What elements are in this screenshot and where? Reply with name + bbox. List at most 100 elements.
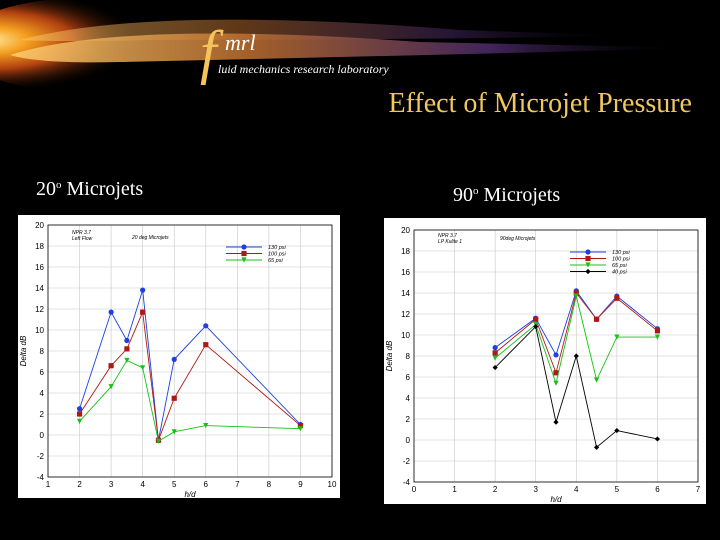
y-tick-label: 2 [40, 410, 45, 419]
data-point [203, 323, 209, 329]
data-point [124, 337, 130, 344]
legend-label: 130 psi [268, 245, 287, 251]
y-tick-label: 2 [406, 415, 411, 424]
y-tick-label: -2 [37, 452, 45, 461]
legend-marker [241, 244, 247, 250]
legend-marker [585, 262, 591, 268]
x-tick-label: 6 [655, 485, 660, 494]
data-point [533, 316, 539, 322]
data-point [573, 293, 579, 299]
data-point [76, 411, 83, 417]
legend-label: 100 psi [612, 257, 631, 263]
x-tick-label: 5 [172, 480, 177, 489]
y-tick-label: -4 [403, 478, 411, 487]
data-point [171, 356, 177, 362]
plot-frame [47, 224, 333, 478]
x-tick-label: 10 [328, 480, 337, 489]
y-tick-label: 12 [35, 305, 44, 314]
x-axis-label: h/d [184, 490, 196, 498]
y-tick-label: 20 [35, 221, 44, 230]
data-point [155, 438, 162, 444]
data-point [108, 384, 114, 390]
data-point [573, 353, 579, 359]
x-tick-label: 0 [412, 485, 417, 494]
data-point [553, 380, 559, 386]
y-tick-label: -4 [37, 473, 45, 482]
panel-title-90deg: 90o Microjets [453, 184, 561, 206]
data-point [553, 370, 559, 376]
chart-annotation: 20 deg Microjets [131, 235, 169, 241]
logo-subtitle: luid mechanics research laboratory [218, 62, 389, 76]
chart-annotation: Left Flow [72, 236, 93, 242]
x-tick-label: 8 [267, 480, 272, 489]
data-point [108, 363, 114, 369]
data-point [553, 352, 559, 358]
chart-20deg-microjets: -4 -2 0 2 4 6 8 10 12 14 16 18 20 1 2 3 4 5 6 7 8 9 10 h/d Delta… [18, 215, 340, 499]
x-tick-label: 4 [140, 480, 145, 489]
panel-title-20deg: 20o Microjets [36, 178, 144, 200]
y-tick-label: 16 [401, 268, 410, 277]
x-tick-label: 7 [235, 480, 240, 489]
y-tick-label: 6 [40, 368, 45, 377]
y-tick-label: 10 [35, 326, 44, 335]
legend-label: 100 psi [268, 252, 287, 258]
data-point [203, 342, 209, 348]
x-axis-label: h/d [550, 495, 562, 504]
data-point [593, 316, 600, 322]
y-tick-label: 6 [406, 373, 411, 382]
y-tick-label: 0 [406, 436, 411, 445]
y-tick-label: 8 [406, 352, 411, 361]
data-point [573, 290, 579, 296]
data-point [124, 357, 130, 364]
legend-marker [585, 268, 591, 275]
x-tick-label: 5 [615, 485, 620, 494]
logo-mrl-text: mrl [225, 30, 256, 55]
chart-annotation: 90deg Microjets [500, 236, 536, 242]
legend-label: 65 psi [612, 263, 627, 269]
plot-frame [413, 229, 699, 483]
y-axis-label: Delta dB [385, 340, 394, 371]
x-tick-label: 2 [493, 485, 498, 494]
data-point [654, 328, 661, 334]
y-tick-label: 20 [401, 226, 410, 235]
data-point [76, 406, 83, 412]
data-point [654, 334, 661, 340]
data-point [171, 429, 177, 435]
legend-marker [585, 255, 591, 262]
data-point [492, 345, 498, 351]
x-tick-label: 6 [204, 480, 209, 489]
legend-marker [241, 257, 247, 263]
data-point [492, 355, 498, 361]
series-line-100-psi [79, 310, 301, 441]
data-point [171, 395, 177, 401]
y-tick-label: -2 [403, 457, 411, 466]
data-point [124, 346, 130, 352]
legend-label: 65 psi [268, 258, 283, 264]
y-tick-label: 18 [401, 247, 410, 256]
header-swoosh-banner [0, 0, 700, 93]
series-line-65-psi [79, 359, 301, 443]
x-tick-label: 3 [533, 485, 538, 494]
data-point [203, 422, 209, 429]
x-tick-label: 1 [46, 480, 51, 489]
logo-f-letter: f [200, 19, 217, 85]
y-tick-label: 10 [401, 331, 410, 340]
legend-marker [241, 250, 247, 257]
y-tick-label: 4 [40, 389, 45, 398]
data-point [140, 365, 146, 371]
data-point [492, 350, 498, 356]
x-tick-label: 4 [574, 485, 579, 494]
y-tick-label: 18 [35, 242, 44, 251]
slide-title: Effect of Microjet Pressure [388, 88, 693, 119]
y-tick-label: 16 [35, 263, 44, 272]
y-tick-label: 0 [40, 431, 45, 440]
x-tick-label: 3 [109, 480, 114, 489]
data-point [140, 309, 146, 315]
y-tick-label: 14 [401, 289, 410, 298]
data-point [76, 418, 83, 424]
legend-marker [585, 249, 591, 255]
data-point [593, 377, 600, 383]
data-point [654, 436, 661, 442]
